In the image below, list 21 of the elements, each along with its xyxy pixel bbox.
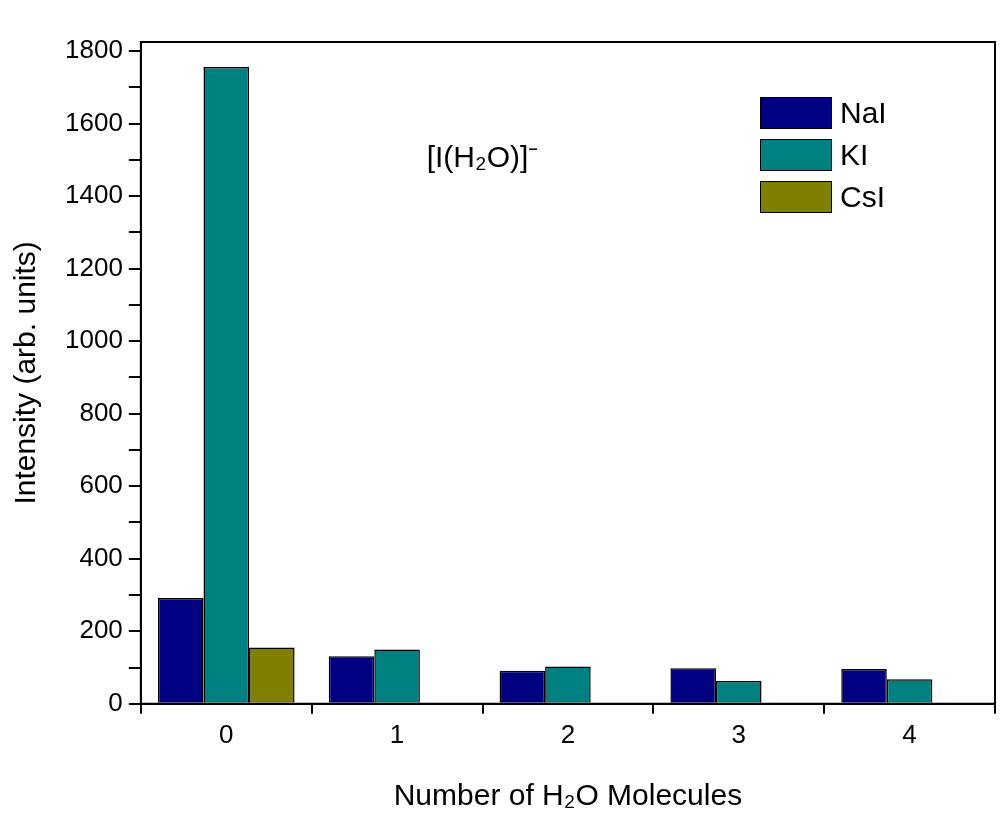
x-axis-title: Number of H₂O Molecules — [393, 778, 743, 812]
x-tick-label: 1 — [389, 718, 405, 749]
y-tick-label: 400 — [79, 541, 123, 572]
y-tick-label: 800 — [79, 396, 123, 427]
annotation: [I(H₂O)]⁻ — [426, 140, 539, 173]
y-tick-label: 1600 — [65, 106, 123, 137]
y-tick-label: 1000 — [65, 324, 123, 355]
x-tick-label: 2 — [560, 718, 576, 749]
x-tick-label: 3 — [731, 718, 746, 749]
legend-label: KI — [840, 138, 869, 172]
legend-label: NaI — [840, 96, 887, 130]
y-tick-label: 1800 — [65, 34, 123, 65]
y-tick-label: 200 — [79, 614, 123, 645]
legend-label: CsI — [840, 180, 885, 214]
x-tick-label: 4 — [902, 718, 917, 749]
y-axis-title: Intensity (arb. units) — [8, 241, 42, 505]
y-tick-label: 0 — [108, 686, 123, 717]
y-tick-label: 1200 — [65, 251, 123, 282]
y-tick-label: 600 — [79, 469, 123, 500]
x-tick-label: 0 — [219, 718, 234, 749]
y-tick-label: 1400 — [65, 179, 123, 210]
